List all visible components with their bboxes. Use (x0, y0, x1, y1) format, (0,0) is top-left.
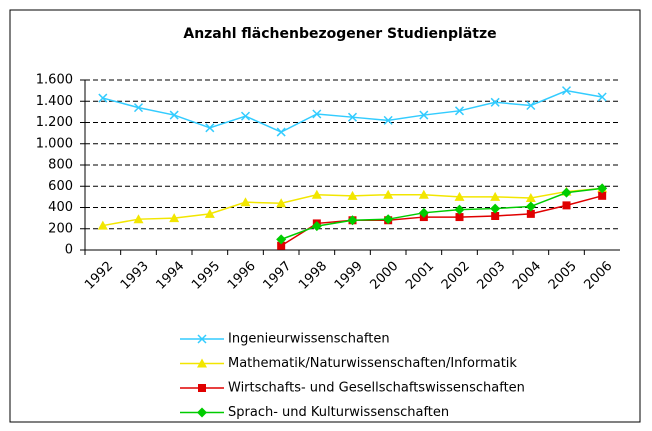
marker (561, 86, 572, 96)
marker (454, 204, 465, 215)
marker (197, 407, 207, 418)
series-line (280, 187, 603, 241)
marker (525, 192, 536, 202)
marker (490, 191, 501, 201)
marker (169, 110, 179, 120)
marker (454, 191, 465, 201)
chart-border (9, 9, 641, 423)
marker (455, 213, 464, 222)
marker (240, 197, 251, 207)
marker (419, 110, 429, 120)
marker (598, 191, 607, 200)
marker (383, 214, 394, 225)
y-tick-label: 1.200 (36, 115, 73, 130)
marker (490, 203, 501, 214)
legend-label: Ingenieurwissenschaften (228, 332, 390, 347)
legend-label: Mathematik/Naturwissenschaften/Informati… (228, 356, 517, 371)
marker (204, 208, 215, 218)
marker (133, 214, 144, 224)
marker (383, 189, 394, 199)
y-tick-label: 1.600 (36, 73, 73, 88)
marker (491, 212, 500, 220)
marker (561, 187, 572, 198)
marker (240, 111, 251, 121)
marker (418, 207, 429, 218)
marker (347, 215, 358, 226)
y-tick-label: 800 (48, 158, 73, 173)
marker (277, 241, 286, 250)
marker (198, 384, 206, 392)
marker (597, 92, 607, 102)
marker (311, 189, 322, 199)
marker (276, 127, 286, 137)
marker (562, 201, 571, 210)
marker (97, 220, 108, 230)
marker (276, 234, 287, 245)
chart-title: Anzahl flächenbezogener Studienplätze (183, 26, 496, 42)
marker (597, 183, 608, 194)
legend-label: Sprach- und Kulturwissenschaften (228, 405, 449, 420)
marker (490, 97, 500, 107)
marker (418, 189, 429, 199)
y-tick-label: 1.400 (36, 94, 73, 109)
marker (526, 100, 536, 111)
y-tick-label: 200 (48, 221, 73, 236)
y-tick-label: 0 (65, 243, 73, 258)
marker (311, 221, 322, 232)
legend-label: Wirtschafts- und Gesellschaftswissenscha… (228, 381, 525, 396)
marker (383, 115, 393, 125)
series-line (280, 195, 603, 247)
marker (312, 109, 322, 119)
marker (525, 201, 536, 212)
marker (526, 209, 535, 218)
marker (98, 93, 108, 103)
marker (197, 334, 207, 344)
marker (347, 190, 358, 200)
marker (454, 106, 465, 116)
marker (276, 198, 287, 208)
marker (205, 123, 215, 133)
marker (347, 112, 358, 122)
y-tick-label: 600 (48, 179, 73, 194)
y-tick-label: 400 (48, 200, 73, 215)
marker (197, 358, 207, 368)
y-tick-label: 1.000 (36, 136, 73, 151)
marker (169, 213, 180, 223)
marker (133, 103, 144, 113)
